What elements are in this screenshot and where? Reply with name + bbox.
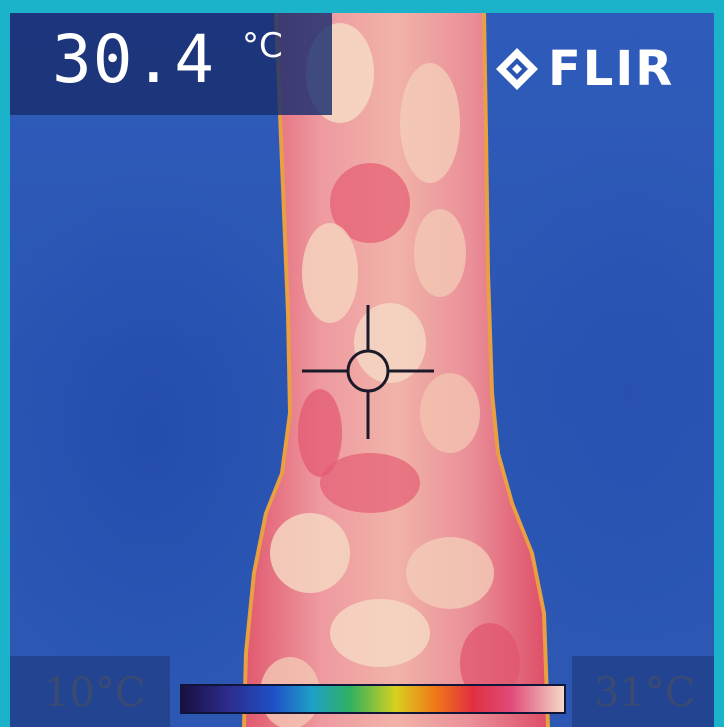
thermal-view: 30.4 °C FLIR 10°C 31°C [10,13,714,727]
spot-meter-crosshair-icon [302,305,434,439]
scale-min-label: 10°C [44,670,146,716]
scale-min-box [10,656,170,727]
scale-max-label: 31°C [594,670,696,716]
heat-patches [260,23,520,727]
temperature-value: 30.4 [52,21,215,98]
temperature-unit: °C [242,26,283,66]
flir-diamond-logo-icon [496,48,538,90]
temperature-readout-box: 30.4 °C [10,13,332,115]
thermal-image [242,13,550,727]
scale-max-box [572,656,714,727]
flir-logo: FLIR [494,41,674,97]
color-scale-bar [180,684,566,714]
flir-logo-text: FLIR [548,41,675,97]
